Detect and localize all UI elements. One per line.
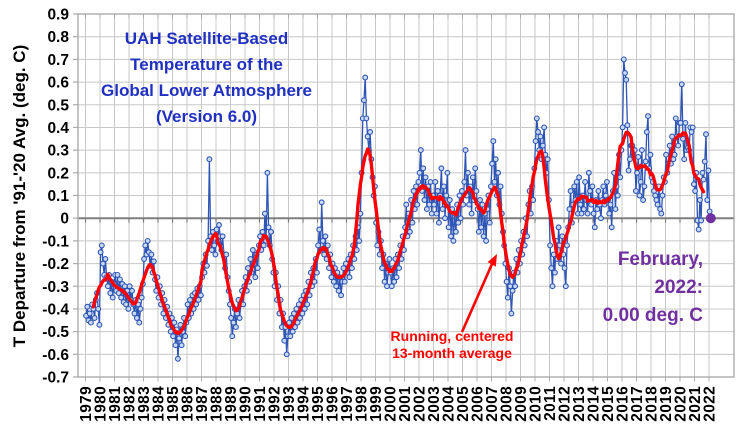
svg-text:1994: 1994 xyxy=(296,386,313,422)
latest-value-anomaly: 0.00 deg. C xyxy=(602,305,703,326)
svg-text:1986: 1986 xyxy=(180,386,197,422)
running-average-line xyxy=(91,130,706,336)
svg-text:1980: 1980 xyxy=(93,386,110,422)
running-average-arrow xyxy=(460,254,497,333)
svg-text:1987: 1987 xyxy=(194,386,211,422)
svg-text:1989: 1989 xyxy=(223,386,240,422)
svg-text:1984: 1984 xyxy=(151,386,168,422)
svg-text:0.5: 0.5 xyxy=(47,97,69,114)
svg-text:1997: 1997 xyxy=(339,386,356,422)
svg-text:2002: 2002 xyxy=(412,386,429,422)
svg-text:1982: 1982 xyxy=(122,386,139,422)
svg-text:2001: 2001 xyxy=(397,386,414,422)
running-average-annotation-line2: 13-month average xyxy=(392,345,512,361)
svg-text:2015: 2015 xyxy=(600,386,617,422)
svg-text:2014: 2014 xyxy=(586,386,603,422)
svg-text:2010: 2010 xyxy=(528,386,545,422)
svg-text:0.9: 0.9 xyxy=(47,7,69,24)
svg-text:2019: 2019 xyxy=(658,386,675,422)
svg-text:2016: 2016 xyxy=(615,386,632,422)
svg-text:1988: 1988 xyxy=(209,386,226,422)
running-average-annotation: Running, centered 13-month average xyxy=(378,328,526,362)
svg-text:-0.3: -0.3 xyxy=(42,279,69,296)
svg-text:2005: 2005 xyxy=(455,386,472,422)
svg-text:2020: 2020 xyxy=(673,386,690,422)
svg-text:0.3: 0.3 xyxy=(47,143,69,160)
svg-text:1983: 1983 xyxy=(136,386,153,422)
svg-text:2011: 2011 xyxy=(542,386,559,421)
svg-text:2007: 2007 xyxy=(484,386,501,422)
svg-text:1999: 1999 xyxy=(368,386,385,422)
svg-text:2008: 2008 xyxy=(499,386,516,422)
svg-text:1996: 1996 xyxy=(325,386,342,422)
svg-text:0.1: 0.1 xyxy=(47,188,69,205)
running-average-series xyxy=(91,130,716,336)
latest-value-year: 2022: xyxy=(654,277,703,298)
svg-text:0.6: 0.6 xyxy=(47,75,69,92)
svg-text:1985: 1985 xyxy=(165,386,182,422)
svg-text:1979: 1979 xyxy=(78,386,95,422)
svg-text:2004: 2004 xyxy=(441,386,458,422)
svg-text:2003: 2003 xyxy=(426,386,443,422)
svg-text:0.2: 0.2 xyxy=(47,165,69,182)
svg-text:-0.7: -0.7 xyxy=(42,370,69,387)
chart-title-line4: (Version 6.0) xyxy=(155,107,258,126)
svg-text:2013: 2013 xyxy=(571,386,588,422)
svg-text:2017: 2017 xyxy=(629,386,646,422)
svg-text:-0.4: -0.4 xyxy=(42,301,69,318)
latest-point-marker xyxy=(705,213,716,224)
svg-text:1981: 1981 xyxy=(107,386,124,422)
y-axis-title: T Departure from '91-'20 Avg. (deg. C) xyxy=(10,44,29,348)
svg-text:1990: 1990 xyxy=(238,386,255,422)
chart-generated-layers: 0.9 0.8 0.7 0.6 0.5 0.4 0.3 0.2 0.1 0 -0.1 -0.2 -0.3… xyxy=(42,7,735,422)
svg-text:0: 0 xyxy=(60,211,69,228)
svg-text:2022: 2022 xyxy=(702,386,719,422)
running-average-annotation-line1: Running, centered xyxy=(390,328,514,344)
svg-text:1998: 1998 xyxy=(354,386,371,422)
svg-text:2012: 2012 xyxy=(557,386,574,422)
svg-text:2000: 2000 xyxy=(383,386,400,422)
chart-title-line3: Global Lower Atmosphere xyxy=(101,81,312,100)
latest-value-annotation: February, 2022: 0.00 deg. C xyxy=(500,246,703,330)
svg-text:-0.5: -0.5 xyxy=(42,324,69,341)
latest-value-month: February, xyxy=(617,249,703,270)
chart-title-line2: Temperature of the xyxy=(130,55,283,74)
chart-title: UAH Satellite-Based Temperature of the G… xyxy=(84,26,329,130)
svg-text:2009: 2009 xyxy=(513,386,530,422)
chart-title-line1: UAH Satellite-Based xyxy=(124,29,289,48)
svg-text:2006: 2006 xyxy=(470,386,487,422)
gridlines xyxy=(78,13,734,378)
svg-text:2021: 2021 xyxy=(687,386,704,422)
svg-text:1992: 1992 xyxy=(267,386,284,422)
svg-text:-0.6: -0.6 xyxy=(42,347,69,364)
axes-and-ticks xyxy=(73,13,735,382)
svg-text:-0.2: -0.2 xyxy=(42,256,69,273)
svg-text:0.7: 0.7 xyxy=(47,52,69,69)
svg-text:0.4: 0.4 xyxy=(47,120,69,137)
svg-text:1991: 1991 xyxy=(252,386,269,422)
svg-text:1995: 1995 xyxy=(310,386,327,422)
svg-text:1993: 1993 xyxy=(281,386,298,422)
axis-tick-labels: 0.9 0.8 0.7 0.6 0.5 0.4 0.3 0.2 0.1 0 -0.1 -0.2 -0.3… xyxy=(42,7,718,422)
svg-text:0.8: 0.8 xyxy=(47,29,69,46)
svg-text:-0.1: -0.1 xyxy=(42,233,69,250)
svg-text:2018: 2018 xyxy=(644,386,661,422)
